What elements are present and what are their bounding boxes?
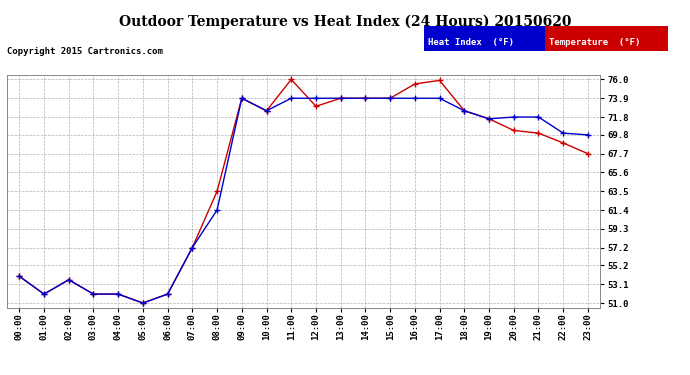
Text: Temperature  (°F): Temperature (°F) <box>549 38 640 46</box>
Text: Heat Index  (°F): Heat Index (°F) <box>428 38 514 46</box>
Text: Outdoor Temperature vs Heat Index (24 Hours) 20150620: Outdoor Temperature vs Heat Index (24 Ho… <box>119 15 571 29</box>
Text: Copyright 2015 Cartronics.com: Copyright 2015 Cartronics.com <box>7 47 163 56</box>
